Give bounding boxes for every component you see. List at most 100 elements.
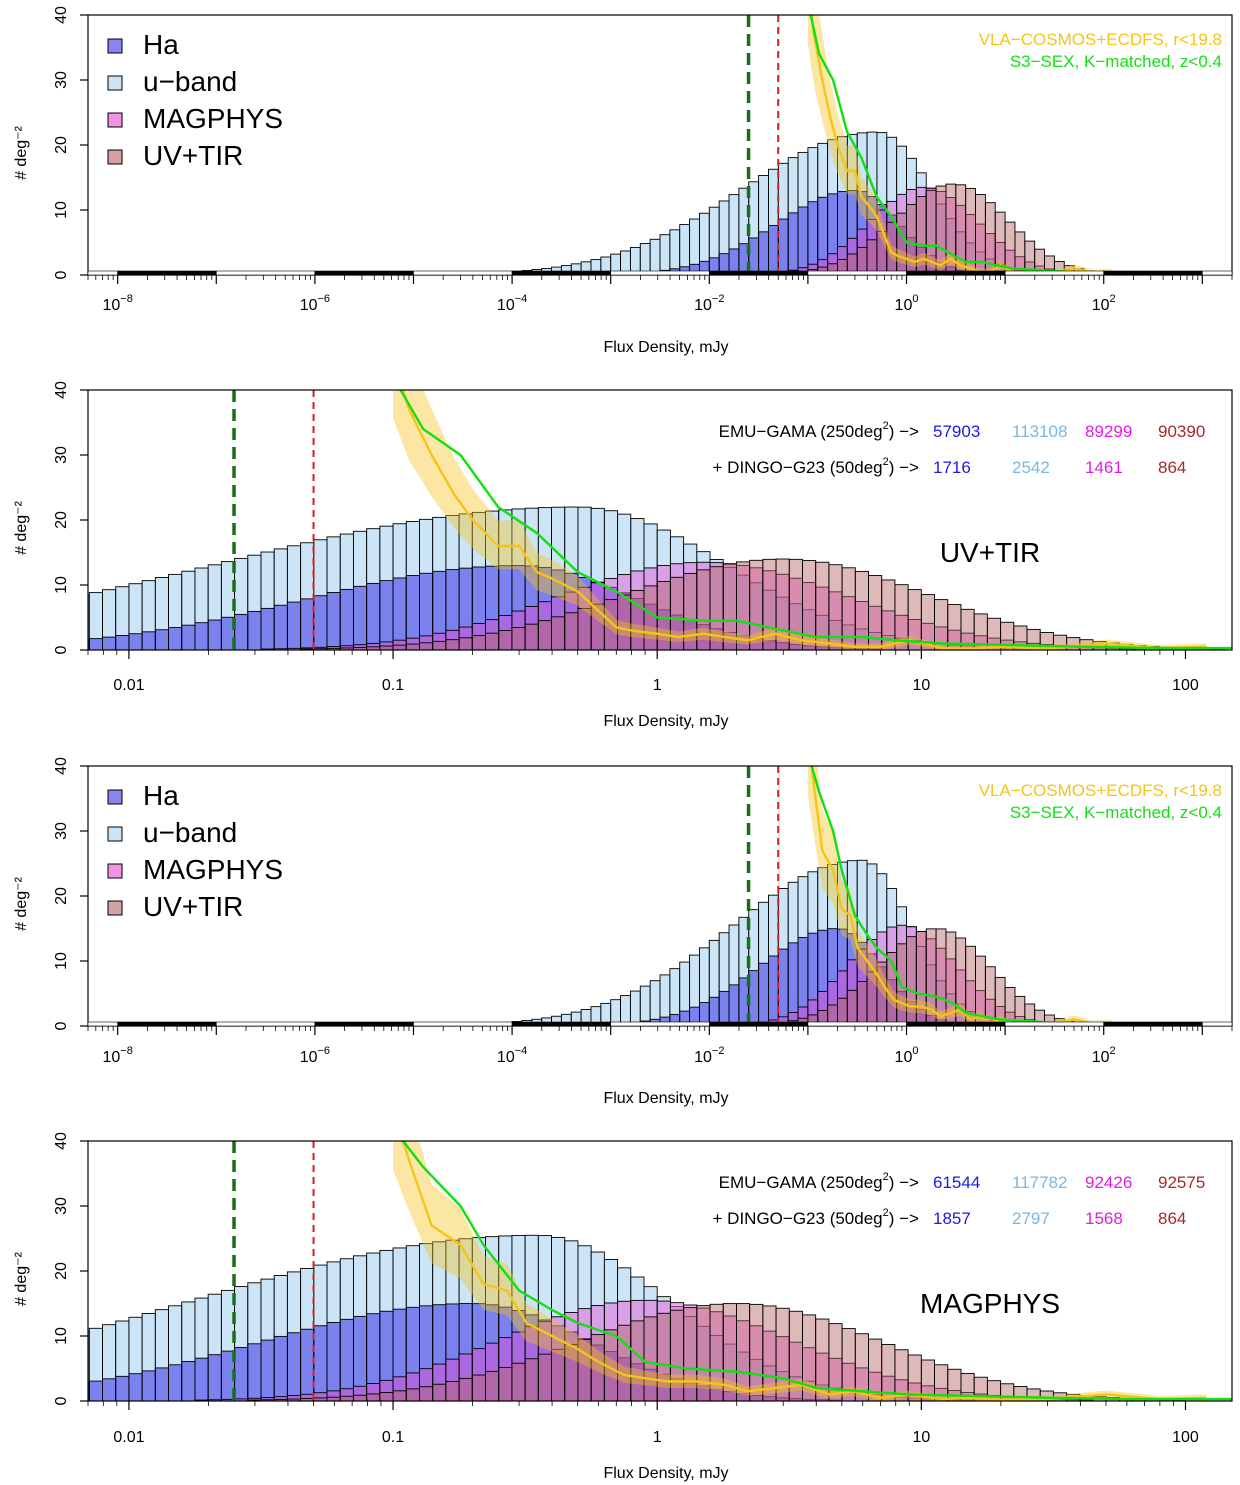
x-tick-label: 100 (1172, 677, 1199, 694)
x-tick-label: 10−8 (103, 293, 133, 314)
bar-ha (260, 1339, 275, 1401)
x-tick-label: 0.01 (113, 1429, 144, 1446)
bar-ha (300, 1328, 315, 1401)
legend-swatch-magphys (107, 863, 123, 879)
y-axis: 0 10 20 30 40 # deg⁻² (13, 381, 88, 654)
info-value: 2797 (1012, 1209, 1050, 1228)
x-tick-label: 10−8 (103, 1045, 133, 1066)
bar-ha (115, 635, 130, 650)
bar-uband (659, 234, 671, 275)
info-row-2-label: + DINGO−G23 (50deg2) −> (713, 456, 920, 477)
bar-uvtir (458, 1377, 473, 1401)
legend-line-vla: VLA−COSMOS+ECDFS, r<19.8 (979, 30, 1222, 49)
info-value: 1716 (933, 458, 971, 477)
axis-rug (1103, 270, 1203, 276)
legend-label-ha: Ha (143, 780, 179, 811)
axis-rug (709, 270, 809, 276)
bar-ha (115, 1375, 130, 1401)
y-axis-label: # deg⁻² (13, 876, 30, 930)
y-tick-label: 10 (53, 201, 70, 219)
info-value: 90390 (1158, 422, 1205, 441)
info-value: 57903 (933, 422, 980, 441)
y-tick-label: 20 (53, 511, 70, 529)
bar-uvtir (445, 639, 460, 650)
bar-uband (639, 985, 651, 1026)
y-tick-label: 40 (53, 6, 70, 24)
bar-ha (168, 1364, 183, 1401)
bar-ha (181, 1361, 196, 1401)
legend-swatch-uvtir (107, 149, 123, 165)
axis-rug (87, 270, 118, 276)
x-tick-label: 100 (895, 1045, 919, 1066)
y-tick-label: 0 (53, 1396, 70, 1405)
panel-label: MAGPHYS (920, 1288, 1060, 1319)
histogram-ha (88, 565, 883, 650)
info-value: 864 (1158, 458, 1186, 477)
legend-swatch-uvtir (107, 900, 123, 916)
info-value: 61544 (933, 1173, 980, 1192)
bar-ha (128, 633, 143, 650)
bar-ha (758, 962, 769, 1026)
info-block: EMU−GAMA (250deg2) −> 61544 117782 92426 925… (713, 1171, 1206, 1319)
legend-label-ha: Ha (143, 29, 179, 60)
bar-uvtir (498, 1366, 513, 1401)
axis-rug (117, 270, 217, 276)
bar-ha (247, 610, 262, 650)
axis-rug (87, 1021, 118, 1027)
x-tick-label: 1 (653, 1429, 662, 1446)
info-value: 92426 (1085, 1173, 1132, 1192)
y-tick-label: 10 (53, 576, 70, 594)
bar-ha (273, 604, 288, 650)
info-value: 92575 (1158, 1173, 1205, 1192)
info-value: 864 (1158, 1209, 1186, 1228)
y-tick-label: 0 (53, 1021, 70, 1030)
bar-ha (758, 231, 769, 275)
plot-area (442, 766, 1122, 1026)
info-value: 1568 (1085, 1209, 1123, 1228)
y-tick-label: 40 (53, 1132, 70, 1150)
x-tick-label: 102 (1092, 1045, 1116, 1066)
bar-ha (181, 624, 196, 650)
x-tick-label: 100 (1172, 1429, 1199, 1446)
info-value: 89299 (1085, 422, 1132, 441)
legend-swatch-ha (107, 789, 123, 805)
axis-rug (807, 1021, 907, 1027)
x-axis: 10−8 10−6 10−4 10−2 100 102 Flux Density, mJy (87, 1026, 1233, 1107)
legend-swatch-uband (107, 826, 123, 842)
axis-rug (906, 1021, 1006, 1027)
chart-panel-b: 0.01 0.1 1 10 100 Flux Density, mJy 0 10 20 30 40 #… (13, 381, 1233, 730)
bar-ha (260, 607, 275, 650)
bar-ha (194, 1357, 209, 1401)
bar-ha (797, 206, 809, 275)
bar-uvtir (445, 1381, 460, 1401)
axis-rug (610, 270, 710, 276)
bar-uband (639, 243, 651, 275)
axis-rug (413, 270, 513, 276)
bar-uvtir (564, 612, 579, 650)
info-row-1-label: EMU−GAMA (250deg2) −> (719, 1171, 919, 1192)
bar-ha (286, 601, 302, 650)
bar-ha (234, 613, 249, 650)
bar-ha (326, 592, 341, 650)
bar-uband (629, 990, 641, 1026)
bar-uvtir (432, 640, 447, 650)
legend-swatch-ha (107, 38, 123, 54)
bar-uband (88, 594, 90, 650)
axis-rug (1103, 1021, 1203, 1027)
y-tick-label: 30 (53, 1197, 70, 1215)
y-tick-label: 10 (53, 1327, 70, 1345)
x-tick-label: 10 (912, 1429, 930, 1446)
bar-uvtir (432, 1383, 447, 1401)
legend: Ha u−band MAGPHYS UV+TIR VLA−COSMOS+ECDFS, r… (107, 780, 1222, 922)
x-axis-label: Flux Density, mJy (603, 339, 728, 356)
y-tick-label: 20 (53, 1262, 70, 1280)
bar-uvtir (498, 629, 513, 650)
bar-uvtir (458, 637, 473, 650)
bar-ha (168, 627, 183, 650)
bar-uvtir (511, 626, 526, 650)
x-tick-label: 10−2 (694, 293, 724, 314)
bar-ha (88, 638, 103, 650)
axis-rug (709, 1021, 809, 1027)
info-value: 117782 (1012, 1173, 1067, 1192)
